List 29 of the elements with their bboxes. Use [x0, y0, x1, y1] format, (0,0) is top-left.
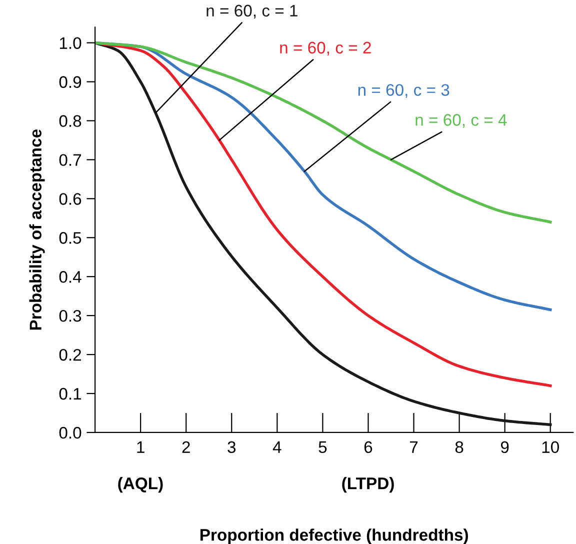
- y-tick-label: 0.3: [59, 310, 82, 322]
- x-tick-label: 9: [500, 441, 509, 454]
- x-tick-label: 6: [364, 441, 372, 454]
- x-tick-label: 4: [272, 441, 282, 453]
- y-tick-label: 0.9: [59, 76, 82, 88]
- y-tick-label: 0.2: [59, 348, 82, 361]
- text: n = 60, c = 2: [280, 42, 371, 56]
- x-tick-label: 2: [182, 441, 190, 453]
- y-tick-label: 0.1: [59, 388, 82, 400]
- text: (AQL): [118, 477, 163, 493]
- text: n = 60, c = 3: [358, 84, 450, 98]
- y-tick-label: 0.0: [59, 426, 82, 439]
- y-tick-label: 1.0: [60, 37, 82, 49]
- x-tick-label: 3: [228, 441, 236, 454]
- x-tick-label: 8: [455, 441, 464, 454]
- y-axis-title: Probability of acceptance: [29, 129, 45, 330]
- text: n = 60, c = 4: [416, 114, 507, 128]
- x-axis-title: Proportion defective (hundredths): [200, 528, 468, 544]
- x-tick-label: 10: [542, 441, 559, 454]
- x-tick-label: 1: [137, 441, 144, 453]
- x-tick-label: 5: [318, 441, 327, 454]
- y-tick-label: 0.4: [59, 271, 82, 283]
- y-tick-label: 0.6: [59, 193, 82, 205]
- text: n = 60, c = 1: [206, 4, 298, 19]
- y-tick-label: 0.7: [59, 154, 82, 166]
- y-tick-label: 0.5: [59, 232, 82, 244]
- y-tick-label: 0.8: [59, 115, 82, 127]
- x-tick-label: 7: [410, 441, 418, 453]
- text: (LTPD): [342, 477, 394, 493]
